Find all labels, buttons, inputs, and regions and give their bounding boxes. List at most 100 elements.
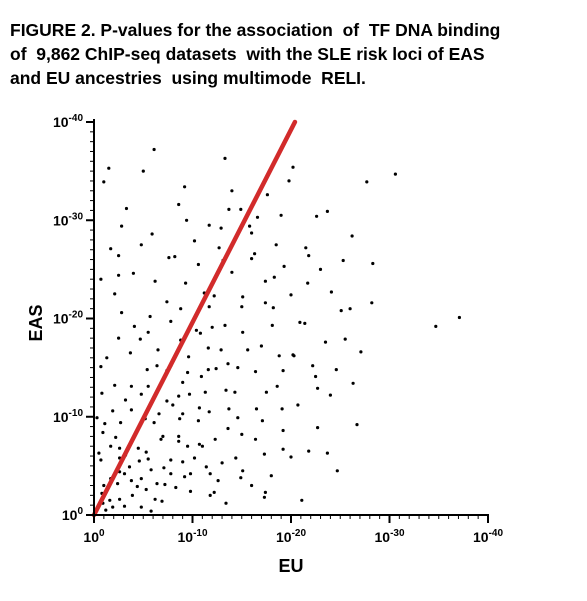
data-point: [196, 419, 200, 423]
data-point: [223, 156, 227, 160]
data-point: [274, 243, 278, 247]
data-point: [198, 331, 202, 335]
data-point: [254, 407, 259, 411]
data-point: [253, 252, 257, 256]
data-point: [169, 319, 173, 323]
data-point: [343, 337, 347, 341]
data-point: [371, 261, 375, 266]
data-point: [102, 180, 106, 184]
data-point: [253, 370, 258, 374]
data-point: [298, 320, 302, 324]
data-point: [393, 172, 397, 176]
data-point: [113, 292, 117, 296]
x-tick-label: 10-40: [473, 528, 503, 545]
data-point: [316, 426, 320, 430]
data-point: [99, 458, 103, 462]
data-point: [109, 444, 113, 448]
x-axis-label: EU: [278, 556, 303, 576]
data-point: [167, 256, 171, 260]
data-point: [262, 452, 266, 456]
data-point: [129, 408, 133, 412]
data-point: [457, 315, 461, 320]
data-point: [129, 384, 133, 388]
data-point: [127, 465, 132, 469]
data-point: [183, 185, 187, 189]
data-point: [197, 442, 201, 446]
data-point: [328, 393, 332, 397]
data-point: [149, 509, 153, 513]
data-point: [117, 254, 121, 258]
data-point: [141, 169, 145, 173]
data-point: [113, 383, 117, 387]
data-point: [335, 469, 339, 473]
data-point: [169, 458, 173, 462]
x-tick-label: 10-10: [177, 528, 207, 545]
data-point: [192, 239, 197, 243]
data-point: [291, 165, 295, 169]
data-point: [213, 437, 217, 441]
data-point: [265, 193, 269, 197]
y-tick-label: 10-40: [53, 113, 83, 130]
data-point: [120, 311, 124, 315]
data-point: [281, 428, 285, 433]
data-point: [208, 493, 212, 497]
y-axis-label: EAS: [26, 304, 46, 341]
data-point: [139, 392, 143, 396]
data-point: [226, 362, 230, 366]
data-point: [207, 305, 211, 309]
data-point: [207, 410, 211, 414]
data-point: [289, 293, 293, 297]
data-point: [281, 447, 285, 451]
data-point: [109, 247, 113, 251]
data-point: [117, 273, 121, 277]
data-point: [351, 381, 355, 385]
data-point: [186, 370, 190, 375]
data-point: [359, 350, 363, 354]
data-point: [188, 472, 193, 476]
data-point: [97, 451, 101, 455]
reference-line: [91, 119, 298, 518]
data-point: [99, 365, 103, 369]
data-point: [99, 277, 103, 281]
data-point: [107, 166, 111, 170]
data-point: [269, 474, 273, 478]
data-point: [318, 267, 323, 271]
data-point: [292, 354, 296, 358]
x-axis-ticks: 100 10-10 10-20 10-30 10-40: [83, 515, 503, 545]
data-point: [188, 489, 193, 493]
y-tick-label: 10-10: [53, 408, 83, 425]
data-point: [149, 468, 153, 472]
data-point: [194, 328, 198, 332]
data-point: [271, 306, 275, 310]
data-point: [325, 209, 329, 213]
data-point: [132, 324, 136, 328]
data-point: [129, 479, 133, 483]
data-point: [212, 294, 216, 298]
data-point: [287, 179, 291, 183]
data-point: [118, 446, 122, 450]
data-point: [103, 422, 107, 426]
data-point: [219, 226, 223, 230]
data-point: [259, 344, 263, 348]
data-point: [123, 398, 128, 402]
data-point: [203, 390, 207, 394]
data-point: [139, 505, 143, 509]
data-point: [197, 406, 201, 410]
data-point: [281, 369, 285, 373]
data-point: [246, 348, 250, 352]
data-point: [150, 232, 154, 236]
data-point: [152, 147, 156, 152]
data-point: [124, 206, 129, 211]
data-point: [208, 472, 212, 476]
data-point: [131, 271, 135, 275]
data-point: [161, 434, 165, 438]
data-point: [179, 307, 183, 311]
data-point: [146, 457, 150, 461]
data-point: [289, 455, 293, 459]
data-point: [220, 461, 224, 465]
data-point: [153, 279, 157, 283]
data-point: [100, 391, 104, 395]
data-point: [136, 446, 140, 450]
data-point: [146, 384, 150, 388]
data-point: [275, 384, 279, 388]
